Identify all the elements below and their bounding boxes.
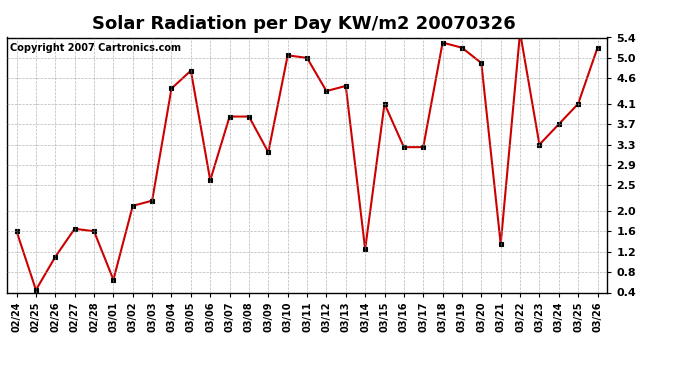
Text: Solar Radiation per Day KW/m2 20070326: Solar Radiation per Day KW/m2 20070326 xyxy=(92,15,515,33)
Text: Copyright 2007 Cartronics.com: Copyright 2007 Cartronics.com xyxy=(10,43,181,52)
